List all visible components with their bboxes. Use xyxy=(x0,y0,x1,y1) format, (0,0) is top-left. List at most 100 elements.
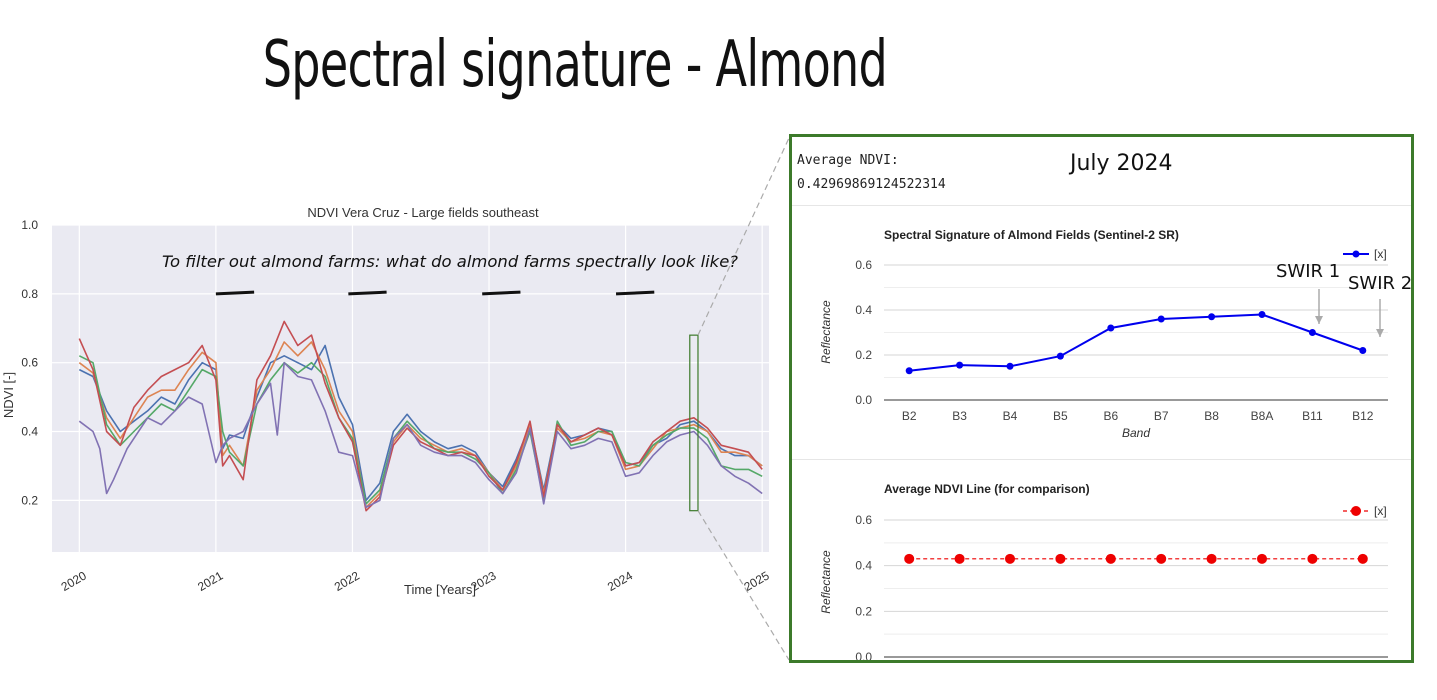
spectral-point xyxy=(1359,347,1367,354)
y-tick-label: 0.0 xyxy=(855,650,872,663)
dash-marks xyxy=(215,290,655,296)
spectral-point xyxy=(1258,311,1266,318)
x-tick-label: B5 xyxy=(1053,409,1068,423)
ndvi-point xyxy=(1257,553,1267,564)
x-tick-label: 2024 xyxy=(605,568,635,594)
swir-label: SWIR 1 xyxy=(1276,261,1340,282)
panel-divider xyxy=(792,205,1411,206)
series-line-5 xyxy=(78,361,763,509)
spectral-point xyxy=(1157,315,1165,323)
series-line-3 xyxy=(78,355,763,505)
average-ndvi-readout: Average NDVI: 0.42969869124522314 xyxy=(797,149,946,197)
x-tick-label: B4 xyxy=(1003,409,1018,423)
dash-mark xyxy=(482,290,521,296)
ndvi-point xyxy=(1156,553,1167,564)
y-tick-label: 0.0 xyxy=(855,393,872,407)
y-ticks: 0.2 0.4 0.6 0.8 1.0 xyxy=(21,218,38,507)
series-lines xyxy=(78,320,763,512)
highlight-box xyxy=(689,334,699,512)
y-axis-label: NDVI [-] xyxy=(1,372,16,418)
series-line-1 xyxy=(78,344,763,502)
spectral-y-axis-label: Reflectance xyxy=(819,300,833,364)
ndvi-point xyxy=(1105,553,1116,564)
legend-marker xyxy=(1352,250,1360,258)
month-label: July 2024 xyxy=(1070,151,1173,176)
x-tick-label: 2020 xyxy=(59,568,89,594)
y-ticks: 0.0 0.2 0.4 0.6 xyxy=(855,258,872,407)
y-tick-label: 0.4 xyxy=(855,303,872,317)
swir-arrow-head xyxy=(1376,329,1384,337)
spectral-line xyxy=(909,313,1364,372)
ndvi-chart-title: Average NDVI Line (for comparison) xyxy=(884,482,1090,496)
legend: [x] xyxy=(1343,504,1387,518)
spectral-point xyxy=(1107,324,1115,332)
spectral-x-axis-label: Band xyxy=(1122,426,1150,440)
spectral-signature-chart: Spectral Signature of Almond Fields (Sen… xyxy=(819,228,1411,440)
series-line xyxy=(905,311,1367,375)
x-ticks: B2 B3 B4 B5 B6 B7 B8 B8A B11 B12 xyxy=(902,409,1374,423)
average-ndvi-label: Average NDVI: xyxy=(797,153,899,168)
y-tick-label: 0.8 xyxy=(21,287,38,301)
spectral-point xyxy=(1006,362,1014,370)
spectral-point xyxy=(1308,329,1316,336)
ndvi-point xyxy=(954,553,965,564)
dash-mark xyxy=(615,290,655,296)
y-tick-label: 0.2 xyxy=(21,493,38,507)
swir-label: SWIR 2 xyxy=(1348,273,1411,294)
chart-annotation: To filter out almond farms: what do almo… xyxy=(162,252,739,271)
dash-mark xyxy=(348,290,387,296)
legend-label: [x] xyxy=(1374,504,1387,518)
spectral-point xyxy=(1208,313,1216,321)
ndvi-point xyxy=(1206,553,1217,564)
spectral-point xyxy=(956,361,964,369)
y-tick-label: 0.6 xyxy=(855,513,872,527)
ndvi-timeseries-chart: 0.20.40.60.81.0 2020 2021 2022 2023 2024 2025… xyxy=(1,205,772,597)
y-tick-label: 0.2 xyxy=(855,604,872,618)
x-tick-label: 2025 xyxy=(742,568,772,594)
y-tick-label: 0.4 xyxy=(855,559,872,573)
x-tick-label: B11 xyxy=(1302,409,1323,423)
ndvi-point xyxy=(1055,553,1066,564)
chart-title: NDVI Vera Cruz - Large fields southeast xyxy=(307,205,539,220)
slide-title: Spectral signature - Almond xyxy=(262,28,888,102)
ndvi-point xyxy=(1357,553,1368,564)
legend-marker xyxy=(1351,506,1361,516)
x-tick-label: B3 xyxy=(952,409,967,423)
series-line-2 xyxy=(78,341,763,509)
grid xyxy=(884,264,1388,401)
swir-arrow-head xyxy=(1315,316,1323,324)
ndvi-point xyxy=(1307,553,1318,564)
legend-label: [x] xyxy=(1374,247,1387,261)
y-tick-label: 0.6 xyxy=(21,356,38,370)
spectral-chart-title: Spectral Signature of Almond Fields (Sen… xyxy=(884,228,1179,242)
x-tick-label: B6 xyxy=(1103,409,1118,423)
y-tick-label: 0.6 xyxy=(855,258,872,272)
series-line xyxy=(904,553,1368,564)
spectral-panel: Average NDVI: 0.42969869124522314 July 2… xyxy=(789,134,1414,663)
ndvi-point xyxy=(904,553,915,564)
x-tick-label: B8A xyxy=(1251,409,1274,423)
x-axis-label: Time [Years] xyxy=(404,582,476,597)
y-ticks: 0.0 0.2 0.4 0.6 xyxy=(855,513,872,663)
grid xyxy=(884,519,1388,658)
spectral-point xyxy=(1056,352,1064,360)
y-tick-label: 0.2 xyxy=(855,348,872,362)
dash-mark xyxy=(215,290,255,296)
y-tick-label: 0.4 xyxy=(21,425,38,439)
swir-annotations: SWIR 1 SWIR 2 xyxy=(1276,261,1411,337)
average-ndvi-value: 0.42969869124522314 xyxy=(797,177,946,192)
panel-divider xyxy=(792,459,1411,460)
ndvi-point xyxy=(1005,553,1015,564)
x-tick-label: B12 xyxy=(1352,409,1374,423)
plot-background xyxy=(52,225,769,552)
spectral-point xyxy=(905,367,913,375)
ndvi-y-axis-label: Reflectance xyxy=(819,550,833,614)
x-tick-label: B2 xyxy=(902,409,917,423)
x-tick-label: B7 xyxy=(1154,409,1169,423)
y-tick-label: 1.0 xyxy=(21,218,38,232)
average-ndvi-chart: Average NDVI Line (for comparison) 0.00.… xyxy=(819,482,1388,663)
x-tick-label: B8 xyxy=(1204,409,1219,423)
x-tick-label: 2022 xyxy=(332,568,362,594)
x-tick-label: 2021 xyxy=(195,568,225,594)
legend: [x] xyxy=(1343,247,1387,261)
